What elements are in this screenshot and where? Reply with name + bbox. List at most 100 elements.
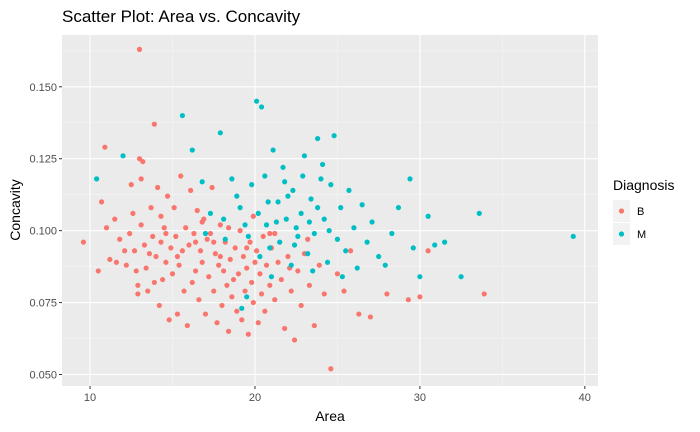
data-point-b xyxy=(138,176,144,182)
data-point-m xyxy=(570,233,576,239)
data-point-b xyxy=(206,274,212,280)
data-point-b xyxy=(145,288,151,294)
x-tick-label: 40 xyxy=(579,392,591,404)
data-point-b xyxy=(252,259,258,265)
x-tick-label: 20 xyxy=(249,392,261,404)
data-point-b xyxy=(143,265,149,271)
y-axis-ticks: 0.050 0.075 0.100 0.125 0.150 xyxy=(29,82,62,381)
data-point-m xyxy=(257,253,263,260)
data-point-m xyxy=(285,193,291,199)
data-points xyxy=(80,46,576,372)
data-point-b xyxy=(135,291,141,297)
data-point-b xyxy=(174,311,181,317)
data-point-b xyxy=(211,288,217,294)
data-point-b xyxy=(156,302,162,309)
y-tick-label: 0.050 xyxy=(29,369,57,381)
data-point-b xyxy=(250,299,256,306)
data-point-m xyxy=(273,219,279,225)
data-point-b xyxy=(131,248,138,254)
data-point-b xyxy=(212,251,218,257)
data-point-b xyxy=(103,225,110,231)
data-point-m xyxy=(321,216,327,222)
data-point-b xyxy=(341,288,347,294)
data-point-b xyxy=(151,121,157,127)
data-point-m xyxy=(290,187,296,193)
data-point-m xyxy=(249,182,255,188)
x-tick-label: 10 xyxy=(84,392,96,404)
data-point-b xyxy=(163,259,169,265)
data-point-m xyxy=(442,239,448,245)
data-point-b xyxy=(133,268,139,274)
data-point-b xyxy=(202,311,209,317)
data-point-b xyxy=(199,259,205,265)
data-point-b xyxy=(254,248,260,254)
data-point-b xyxy=(199,219,205,225)
data-point-b xyxy=(98,199,105,205)
data-point-m xyxy=(255,210,261,216)
data-point-b xyxy=(417,294,423,300)
data-point-b xyxy=(166,317,172,323)
data-point-m xyxy=(222,236,228,242)
data-point-b xyxy=(163,230,169,237)
y-tick-label: 0.125 xyxy=(29,154,57,166)
data-point-m xyxy=(300,173,306,179)
data-point-b xyxy=(348,248,354,254)
data-point-b xyxy=(130,210,136,216)
data-point-m xyxy=(364,239,370,245)
data-point-m xyxy=(432,242,438,248)
data-point-b xyxy=(321,291,327,297)
data-point-m xyxy=(245,233,251,239)
data-point-m xyxy=(354,265,360,271)
data-point-b xyxy=(230,276,237,283)
data-point-b xyxy=(128,182,134,188)
data-point-m xyxy=(395,205,402,211)
data-point-m xyxy=(242,222,248,228)
data-point-b xyxy=(178,173,184,179)
data-point-m xyxy=(229,176,235,182)
data-point-b xyxy=(169,271,176,277)
data-point-m xyxy=(346,187,352,193)
data-point-b xyxy=(217,253,223,260)
data-point-b xyxy=(194,207,200,214)
data-point-b xyxy=(171,205,177,211)
data-point-b xyxy=(216,262,222,268)
data-point-b xyxy=(244,245,250,251)
data-point-b xyxy=(258,291,265,297)
data-point-b xyxy=(291,337,298,343)
data-point-m xyxy=(239,305,245,311)
data-point-m xyxy=(207,210,214,216)
data-point-b xyxy=(207,230,214,237)
data-point-b xyxy=(164,193,171,199)
data-point-b xyxy=(221,268,227,274)
data-point-m xyxy=(244,294,250,300)
data-point-b xyxy=(405,297,411,303)
y-tick-label: 0.075 xyxy=(29,298,57,310)
data-point-m xyxy=(376,253,382,260)
data-point-m xyxy=(298,210,304,216)
data-point-b xyxy=(240,253,247,260)
data-point-b xyxy=(135,282,141,288)
data-point-b xyxy=(232,245,238,251)
data-point-m xyxy=(293,225,299,231)
data-point-b xyxy=(148,205,154,211)
data-point-b xyxy=(328,366,334,372)
data-point-m xyxy=(315,135,321,142)
data-point-b xyxy=(225,328,232,334)
data-point-b xyxy=(188,187,194,193)
data-point-m xyxy=(254,98,260,104)
data-point-b xyxy=(186,242,192,248)
data-point-b xyxy=(146,251,153,257)
data-point-m xyxy=(270,147,276,153)
legend-key-b xyxy=(618,208,625,214)
data-point-m xyxy=(458,274,464,280)
data-point-b xyxy=(151,279,157,286)
data-point-b xyxy=(288,288,294,294)
data-point-m xyxy=(311,230,317,237)
data-point-b xyxy=(197,248,204,254)
data-point-b xyxy=(242,288,248,294)
data-point-m xyxy=(282,179,288,185)
data-point-b xyxy=(316,262,322,268)
data-point-b xyxy=(272,297,278,303)
data-point-b xyxy=(425,248,431,254)
data-point-b xyxy=(237,228,243,234)
